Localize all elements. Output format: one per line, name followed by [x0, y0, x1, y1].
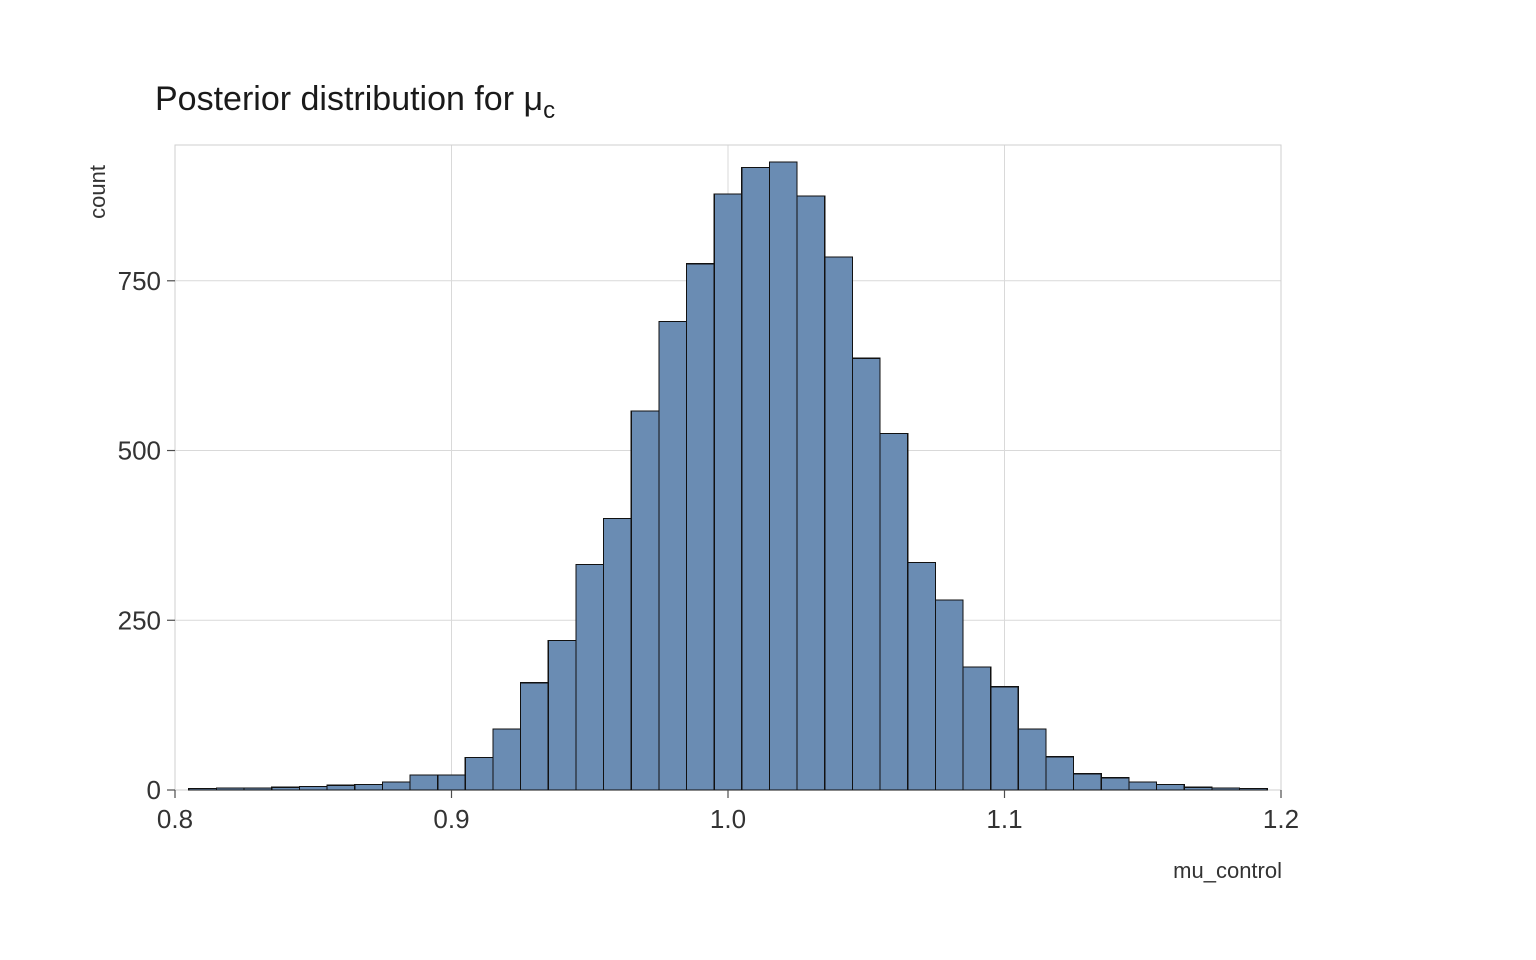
histogram-bar	[299, 787, 327, 790]
histogram-bar	[327, 785, 355, 790]
histogram-bar	[1240, 789, 1268, 790]
y-tick-label: 250	[118, 605, 161, 635]
histogram-bar	[797, 196, 825, 790]
histogram-bar	[908, 563, 936, 790]
histogram-bar	[991, 687, 1019, 790]
histogram-bar	[687, 264, 715, 790]
histogram-bar	[355, 785, 383, 790]
x-axis-title: mu_control	[1173, 858, 1282, 883]
histogram-bar	[1212, 788, 1240, 790]
chart-container: 0.8 0.9 1.0 1.1 1.2 0 250 500 750 mu_control count…	[0, 0, 1536, 960]
histogram-bar	[382, 782, 410, 790]
histogram-bar	[521, 683, 549, 790]
y-tick-label: 750	[118, 266, 161, 296]
histogram-bar	[769, 162, 797, 790]
y-axis-title: count	[85, 165, 110, 219]
histogram-bar	[1046, 757, 1074, 790]
histogram-bar	[1129, 782, 1157, 790]
histogram-bar	[465, 757, 493, 790]
histogram-bar	[438, 775, 466, 790]
x-tick-label: 0.8	[157, 804, 193, 834]
histogram-bar	[576, 565, 604, 790]
histogram-bar	[1184, 787, 1212, 790]
y-tick-label: 500	[118, 436, 161, 466]
histogram-bar	[935, 600, 963, 790]
histogram-bar	[1074, 774, 1102, 790]
chart-title-subscript: c	[543, 97, 555, 124]
histogram-bar	[1101, 778, 1129, 790]
histogram-bar	[659, 322, 687, 790]
histogram-bar	[1157, 785, 1185, 790]
x-tick-label: 1.2	[1263, 804, 1299, 834]
histogram-bar	[742, 167, 770, 790]
histogram-bar	[548, 641, 576, 790]
x-tick-label: 1.0	[710, 804, 746, 834]
histogram-bar	[825, 257, 853, 790]
histogram-bar	[631, 411, 659, 790]
histogram-bar	[216, 788, 244, 790]
histogram-bar	[880, 434, 908, 790]
x-tick-label: 1.1	[986, 804, 1022, 834]
histogram-svg: 0.8 0.9 1.0 1.1 1.2 0 250 500 750 mu_control count…	[0, 0, 1536, 960]
histogram-bar	[604, 518, 632, 790]
histogram-bar	[963, 667, 991, 790]
histogram-bar	[272, 787, 300, 790]
chart-title-prefix: Posterior distribution for	[155, 80, 524, 118]
chart-title-symbol: μ	[524, 80, 544, 118]
x-tick-label: 0.9	[433, 804, 469, 834]
histogram-bar	[493, 729, 521, 790]
histogram-bar	[714, 194, 742, 790]
histogram-bar	[852, 358, 880, 790]
histogram-bar	[189, 789, 217, 790]
histogram-bar	[410, 775, 438, 790]
histogram-bar	[1018, 729, 1046, 790]
y-tick-label: 0	[147, 775, 161, 805]
histogram-bar	[244, 788, 272, 790]
chart-title: Posterior distribution for μc	[155, 80, 555, 124]
